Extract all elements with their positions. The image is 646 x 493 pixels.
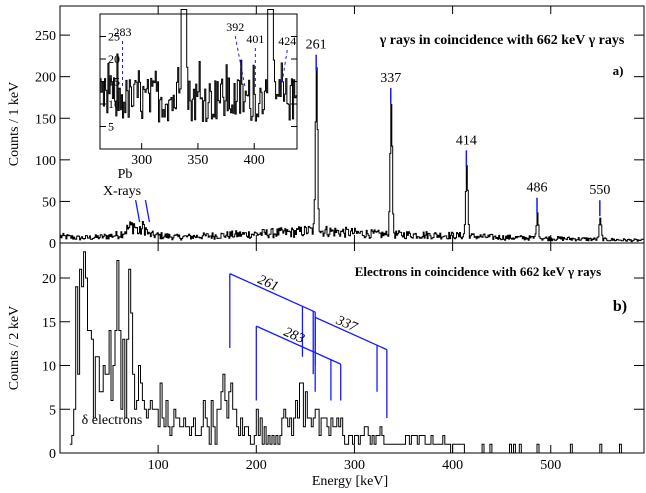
inset-peak-marker (234, 35, 246, 89)
conversion-group-label: 337 (333, 313, 360, 336)
conversion-group-link (229, 273, 316, 313)
panel-b-y-axis-label: Counts / 2 keV (7, 306, 22, 390)
x-tick-label: 200 (246, 458, 267, 473)
panel-a-label: a) (613, 63, 624, 78)
y-tick-label: 0 (49, 447, 56, 462)
panel-b-x-ticks: 100 200 300 400 500 (148, 243, 561, 473)
x-tick-label: 500 (540, 458, 561, 473)
inset-x-ticks: 300 350 400 (131, 143, 265, 168)
y-tick-label: 10 (42, 360, 56, 375)
x-axis-label: Energy [keV] (312, 474, 388, 489)
pb-annotation-line1: Pb (118, 167, 133, 182)
panel-b-frame (59, 242, 645, 454)
inset-peak-marker (280, 49, 288, 89)
inset-peak-label: 401 (246, 32, 264, 46)
x-tick-label: 400 (442, 458, 463, 473)
y-tick-label: 250 (35, 29, 56, 44)
panel-a-spectrum (60, 67, 645, 243)
peak-label: 337 (380, 71, 401, 86)
panel-a: 0 50 100 150 200 250 261 337 414 486 550 γ rays i… (7, 5, 645, 252)
inset-x-tick-label: 350 (187, 153, 208, 168)
inset-spectrum (100, 9, 298, 123)
peak-label: 550 (589, 183, 610, 198)
peak-label: 261 (306, 38, 327, 53)
inset-peak-label: 392 (226, 20, 244, 34)
pb-marker (144, 199, 151, 223)
peak-label: 414 (456, 133, 477, 148)
pb-marker (134, 199, 141, 223)
y-tick-label: 20 (42, 272, 56, 287)
inset-x-tick-label: 300 (131, 153, 152, 168)
peak-label: 486 (527, 181, 548, 196)
y-tick-label: 200 (35, 71, 56, 86)
delta-electrons-label: δ electrons (82, 413, 143, 428)
panel-b-title: Electrons in coincidence with 662 keV γ … (355, 264, 601, 279)
conversion-group-link (256, 325, 341, 365)
inset-frame (99, 13, 298, 150)
pb-annotation-markers (134, 199, 151, 223)
conversion-group-link (314, 316, 388, 351)
y-tick-label: 100 (35, 154, 56, 169)
panel-b-y-ticks: 0 5 10 15 20 (42, 272, 644, 462)
inset-y-tick-label: 5 (108, 120, 114, 134)
panel-a-peak-markers: 261 337 414 486 550 (306, 38, 610, 217)
x-tick-label: 100 (148, 458, 169, 473)
panel-a-title: γ rays in coincidence with 662 keV γ ray… (379, 33, 625, 48)
y-tick-label: 150 (35, 112, 56, 127)
conversion-group-label: 261 (255, 273, 280, 295)
panel-b-spectrum (69, 251, 643, 454)
y-tick-label: 0 (49, 237, 56, 252)
y-tick-label: 50 (42, 195, 56, 210)
pb-annotation-line2: X-rays (103, 184, 141, 199)
panel-b-label: b) (613, 298, 627, 315)
panel-a-y-axis-label: Counts / 1 keV (7, 82, 22, 166)
y-tick-label: 5 (49, 403, 56, 418)
panel-a-y-ticks: 0 50 100 150 200 250 (35, 29, 644, 252)
inset-y-tick-label: 25 (108, 30, 120, 44)
inset-x-tick-label: 400 (244, 153, 265, 168)
inset-peak-label: 424 (278, 34, 296, 48)
inset-peak-label: 283 (114, 25, 132, 39)
y-tick-label: 15 (42, 316, 56, 331)
x-tick-label: 300 (344, 458, 365, 473)
